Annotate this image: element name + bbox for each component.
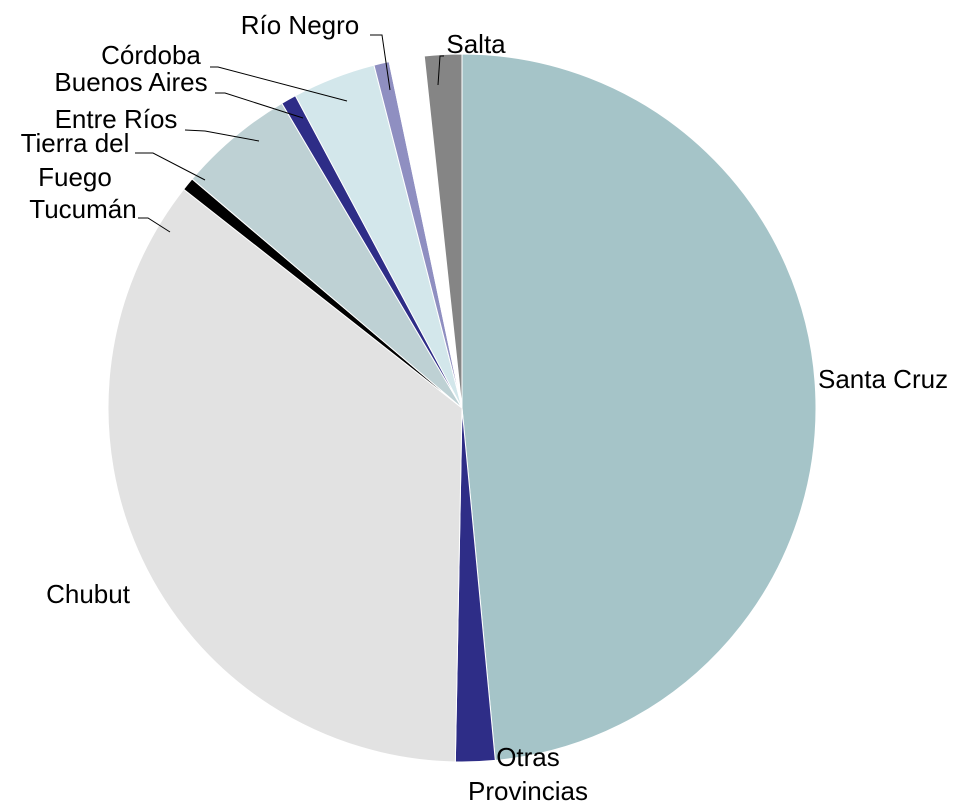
slice-label-tierra-del-fuego: Tierra del Fuego: [21, 128, 130, 192]
slice-label-salta: Salta: [446, 29, 506, 59]
slice-label-tucuman: Tucumán: [29, 194, 136, 224]
pie-slice-santa-cruz: [461, 53, 817, 761]
slice-label-line: Entre Ríos: [55, 104, 178, 134]
slice-label-santa-cruz: Santa Cruz: [818, 364, 948, 394]
leader-line-entre-rios: [184, 129, 260, 142]
leader-line-cordoba: [210, 66, 348, 102]
slice-label-line: Fuego: [38, 162, 112, 192]
slice-label-line: Salta: [446, 29, 506, 59]
leader-lines: [135, 34, 444, 233]
slice-label-line: Provincias: [468, 776, 588, 806]
slice-label-rio-negro: Río Negro: [241, 10, 360, 40]
leader-line-tierra-del-fuego: [135, 152, 206, 181]
leader-line-tucuman: [138, 217, 171, 233]
slice-label-line: Tucumán: [29, 194, 136, 224]
slice-label-entre-rios: Entre Ríos: [55, 104, 178, 134]
leader-line-rio-negro: [370, 34, 391, 91]
slice-label-line: Tierra del: [21, 128, 130, 158]
slice-label-buenos-aires: Buenos Aires: [54, 67, 207, 97]
slice-label-line: Otras: [496, 742, 560, 772]
slice-label-chubut: Chubut: [46, 579, 131, 609]
slice-label-line: Buenos Aires: [54, 67, 207, 97]
slice-label-cordoba: Córdoba: [101, 40, 201, 70]
slice-label-line: Santa Cruz: [818, 364, 948, 394]
leader-line-buenos-aires: [215, 92, 304, 119]
pie-slice-salta: [423, 53, 463, 409]
slice-label-line: Chubut: [46, 579, 131, 609]
slice-label-line: Córdoba: [101, 40, 201, 70]
pie-slice-chubut: [107, 188, 463, 763]
pie-slices: [107, 53, 817, 763]
slice-label-line: Río Negro: [241, 10, 360, 40]
leader-line-salta: [437, 55, 444, 86]
slice-label-otras-provincias: Otras Provincias: [468, 742, 588, 806]
